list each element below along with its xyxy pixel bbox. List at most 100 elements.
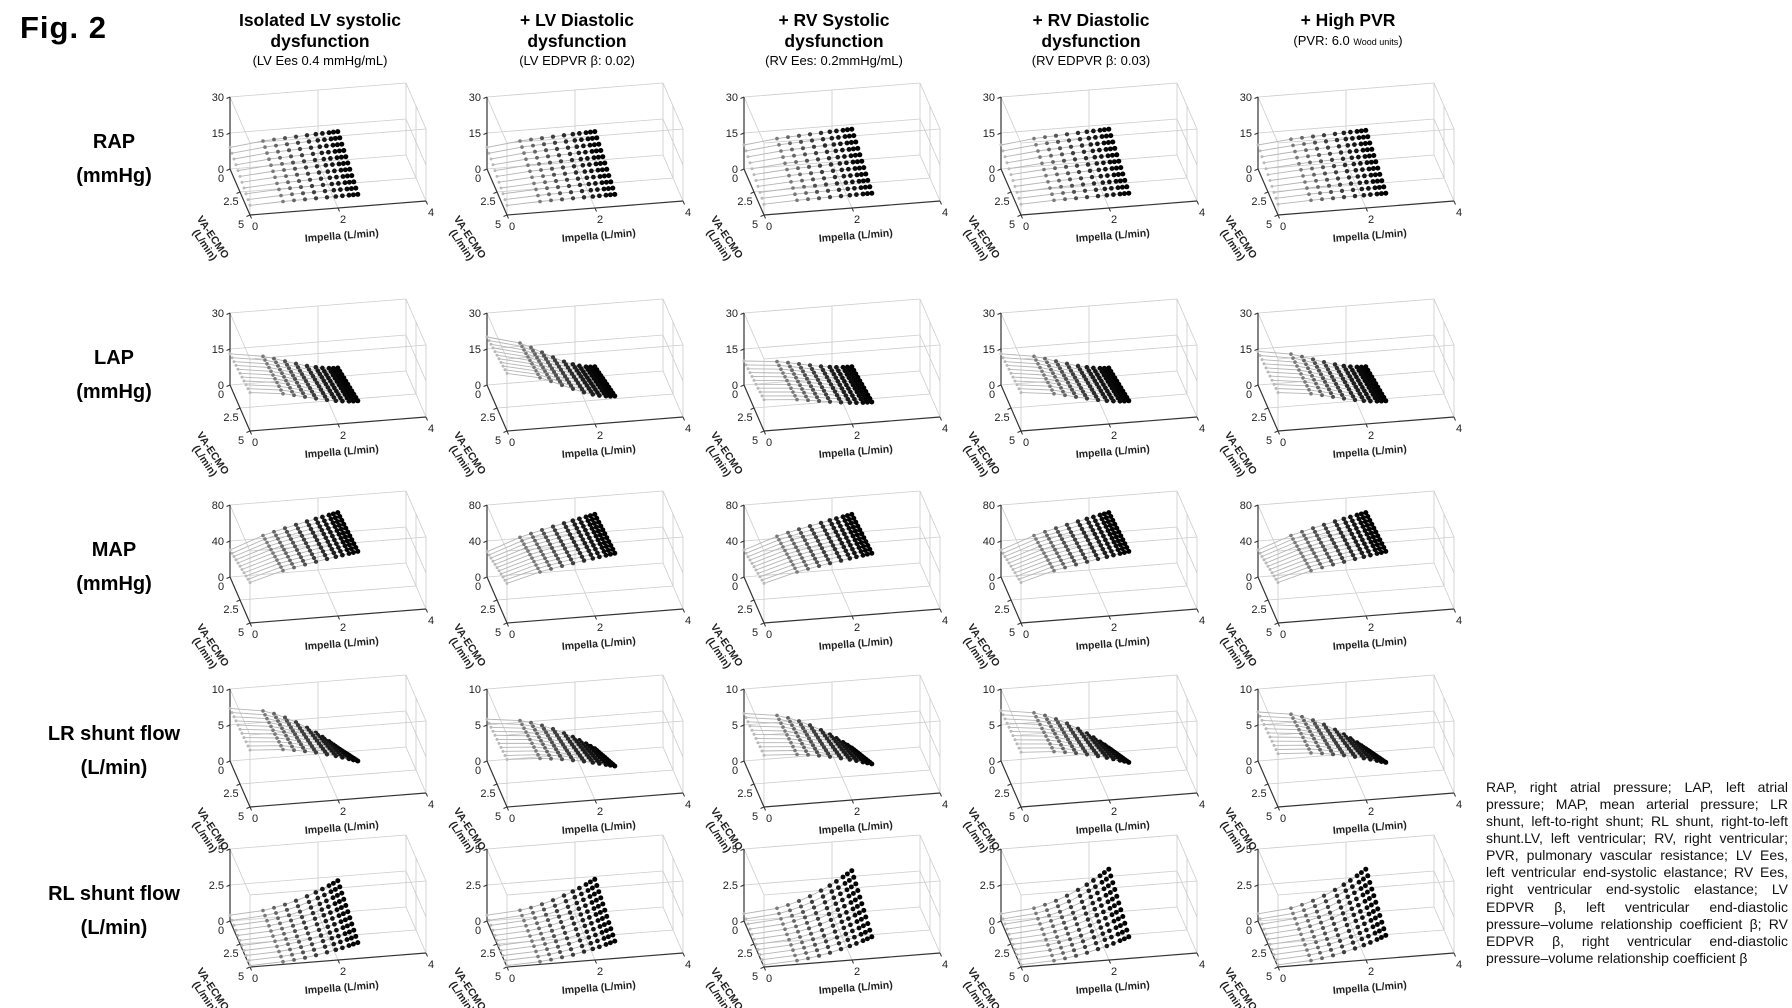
data-point — [1256, 710, 1260, 714]
data-point — [781, 155, 785, 159]
data-point — [1331, 737, 1337, 743]
data-point — [1336, 899, 1342, 904]
data-point — [355, 758, 361, 764]
data-point — [807, 363, 813, 368]
data-point — [1105, 528, 1111, 533]
data-point — [1365, 873, 1371, 879]
data-point — [1272, 743, 1276, 747]
data-point — [1084, 129, 1090, 135]
data-point — [491, 928, 495, 932]
x-axis-label: Impella (L/min) — [1332, 979, 1407, 997]
data-point — [790, 537, 794, 542]
data-point — [1337, 552, 1343, 557]
data-point — [607, 551, 613, 557]
data-point — [275, 380, 279, 385]
data-point — [295, 140, 301, 145]
data-point — [824, 531, 830, 537]
data-point — [585, 909, 590, 914]
data-point — [1362, 921, 1367, 927]
data-point — [858, 931, 864, 937]
data-point — [1019, 391, 1023, 395]
data-point — [230, 151, 234, 155]
data-point — [848, 389, 853, 395]
data-point — [1329, 734, 1335, 740]
data-point — [1085, 537, 1091, 543]
data-point — [1071, 558, 1077, 563]
data-lines — [485, 511, 618, 585]
data-point — [1312, 736, 1316, 741]
svg-text:0: 0 — [475, 173, 481, 185]
tick-marks — [1254, 504, 1456, 627]
data-point — [819, 741, 825, 747]
data-point — [1354, 374, 1359, 380]
data-point — [999, 709, 1003, 713]
data-point — [834, 516, 839, 521]
data-point — [543, 942, 547, 946]
data-point — [336, 148, 342, 154]
data-point — [282, 374, 286, 379]
data-point — [1105, 140, 1111, 145]
data-point — [582, 923, 588, 929]
data-point — [831, 525, 837, 531]
data-point — [240, 943, 244, 947]
data-point — [1346, 928, 1352, 934]
data-point — [585, 518, 591, 524]
data-point — [1328, 748, 1334, 753]
data-point — [1358, 533, 1363, 539]
data-point — [531, 724, 535, 729]
data-point — [1330, 394, 1336, 399]
svg-text:2.5: 2.5 — [223, 788, 238, 800]
data-point — [522, 151, 526, 155]
data-point — [536, 193, 540, 198]
data-point — [1107, 522, 1113, 528]
data-point — [796, 719, 802, 724]
data-point — [539, 168, 543, 172]
data-point — [802, 184, 806, 189]
data-point — [538, 199, 542, 204]
data-point — [804, 376, 810, 381]
data-point — [323, 381, 329, 387]
data-point — [336, 899, 342, 904]
data-point — [491, 559, 495, 563]
data-point — [852, 396, 857, 402]
data-point — [499, 361, 503, 364]
data-point — [1066, 138, 1072, 143]
data-point — [539, 902, 545, 907]
data-point — [1331, 163, 1337, 169]
svg-text:0: 0 — [989, 380, 995, 392]
data-point — [798, 530, 804, 536]
data-point — [1066, 526, 1072, 531]
data-point — [742, 359, 746, 363]
svg-text:40: 40 — [212, 536, 224, 548]
data-point — [1368, 902, 1374, 908]
data-point — [1383, 190, 1389, 196]
data-point — [1308, 370, 1312, 375]
svg-text:0: 0 — [1023, 813, 1029, 825]
data-point — [267, 923, 271, 928]
data-point — [1064, 721, 1070, 726]
data-point — [1303, 380, 1307, 384]
data-point — [583, 527, 588, 533]
data-point — [342, 180, 348, 186]
data-point — [850, 533, 856, 539]
data-point — [1375, 165, 1381, 171]
data-point — [338, 526, 344, 532]
svg-text:0: 0 — [1246, 164, 1252, 176]
data-point — [808, 931, 814, 936]
data-point — [1092, 378, 1098, 383]
data-point — [345, 909, 351, 915]
data-point — [280, 726, 284, 731]
data-lines — [999, 126, 1132, 206]
data-point — [839, 540, 845, 546]
data-point — [1291, 537, 1295, 541]
data-point — [562, 374, 568, 379]
data-point — [1082, 392, 1088, 398]
data-point — [814, 395, 820, 400]
x-axis-label: Impella (L/min) — [1332, 227, 1407, 245]
data-point — [777, 363, 781, 368]
svg-text:0: 0 — [1280, 813, 1286, 825]
data-point — [1350, 367, 1355, 373]
data-point — [587, 129, 593, 135]
data-point — [1340, 156, 1346, 162]
data-point — [524, 730, 528, 734]
